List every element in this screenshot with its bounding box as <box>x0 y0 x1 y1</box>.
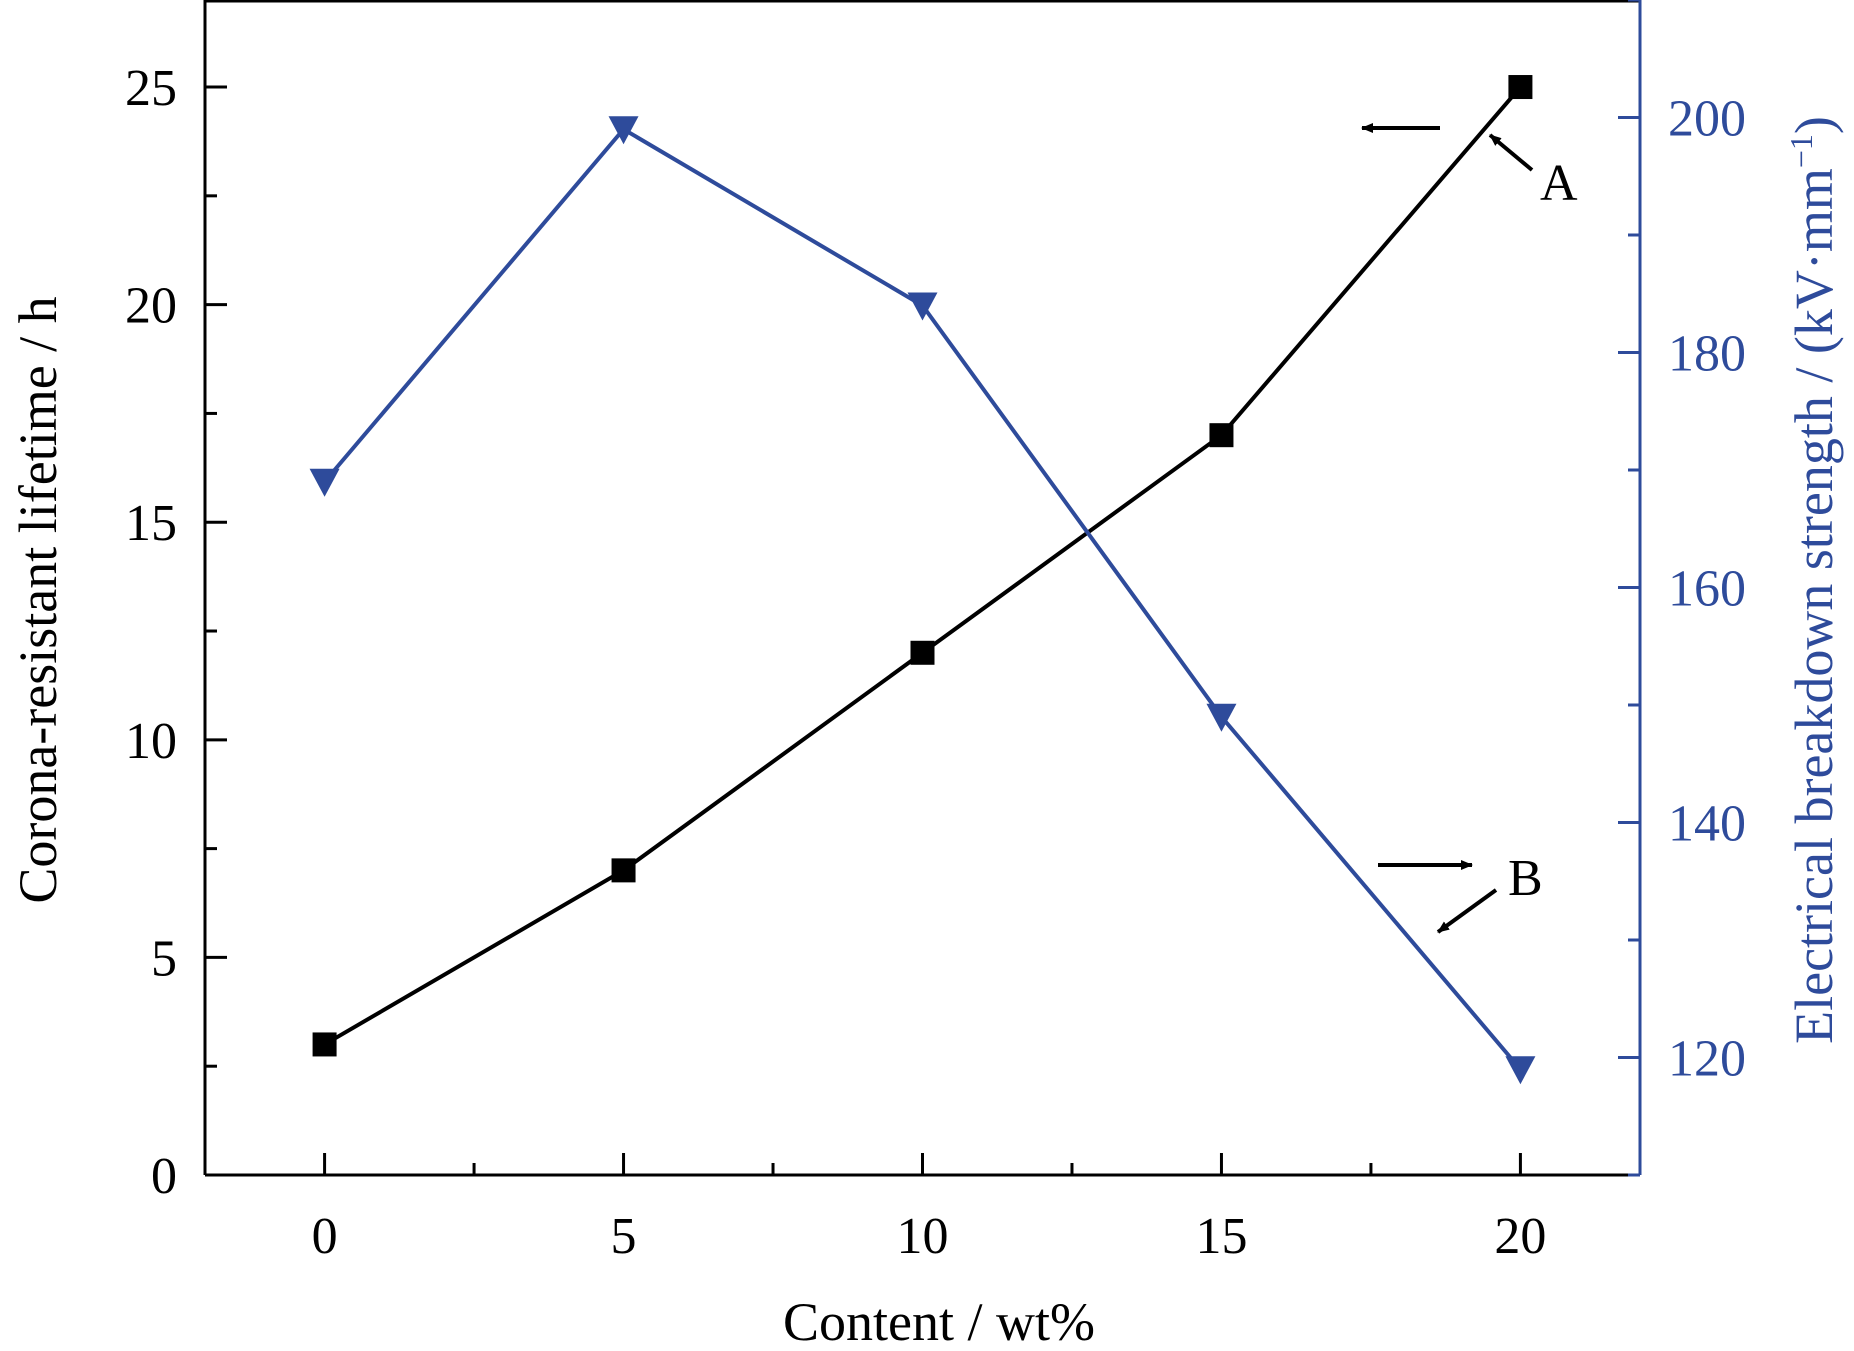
y-left-tick-label: 0 <box>151 1148 177 1205</box>
y-right-tick-label: 200 <box>1668 91 1746 148</box>
y-right-axis-title-superscript: −1 <box>1783 134 1819 168</box>
pointer-b <box>1436 888 1498 934</box>
annotation-a: A <box>1540 155 1578 212</box>
y-left-tick-label: 25 <box>125 60 177 117</box>
y-right-axis-title: Electrical breakdown strength / (kV·mm−1… <box>1783 116 1844 1044</box>
y-right-tick-label: 160 <box>1668 561 1746 618</box>
series-b-point <box>608 116 639 145</box>
y-right-tick-label: 120 <box>1668 1031 1746 1088</box>
x-tick-label: 20 <box>1494 1208 1546 1265</box>
series-a-point <box>910 640 935 665</box>
series-b-line <box>323 126 1522 1071</box>
x-tick-label: 10 <box>897 1208 949 1265</box>
series-a-point <box>312 1032 337 1057</box>
series-a-point <box>611 858 636 883</box>
annotation-b: B <box>1508 850 1543 907</box>
x-tick-label: 5 <box>611 1208 637 1265</box>
series-b-point <box>907 292 938 321</box>
series-a-point <box>1508 75 1533 100</box>
pointer-a <box>1488 133 1534 172</box>
y-left-tick-label: 5 <box>151 930 177 987</box>
y-right-tick-label: 180 <box>1668 326 1746 383</box>
series-a-line <box>323 85 1522 1047</box>
series-b-point <box>309 468 340 497</box>
x-axis-title: Content / wt% <box>783 1292 1095 1351</box>
series-b-point <box>1505 1056 1536 1085</box>
series-b-point <box>1206 703 1237 732</box>
y-left-tick-label: 20 <box>125 278 177 335</box>
y-right-tick-label: 140 <box>1668 796 1746 853</box>
x-tick-label: 0 <box>312 1208 338 1265</box>
y-left-axis-title: Corona-resistant lifetime / h <box>8 296 68 903</box>
x-tick-label: 15 <box>1195 1208 1247 1265</box>
y-left-tick-label: 10 <box>125 713 177 770</box>
annotations: A B <box>1361 123 1578 934</box>
series-layer <box>309 75 1536 1085</box>
y-left-tick-label: 15 <box>125 495 177 552</box>
series-a-point <box>1209 423 1234 448</box>
